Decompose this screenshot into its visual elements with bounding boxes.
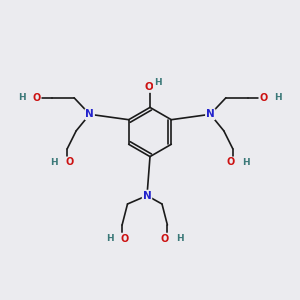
Text: O: O	[259, 93, 268, 103]
Text: N: N	[206, 109, 215, 119]
Text: H: H	[106, 234, 113, 243]
Text: O: O	[145, 82, 154, 92]
Text: O: O	[65, 157, 74, 167]
Text: O: O	[226, 157, 235, 167]
Text: H: H	[18, 93, 26, 102]
Text: H: H	[242, 158, 250, 167]
Text: H: H	[274, 93, 282, 102]
Text: O: O	[121, 233, 129, 244]
Text: O: O	[160, 233, 169, 244]
Text: N: N	[85, 109, 94, 119]
Text: H: H	[154, 78, 161, 87]
Text: H: H	[50, 158, 58, 167]
Text: H: H	[176, 234, 184, 243]
Text: O: O	[32, 93, 41, 103]
Text: N: N	[142, 190, 152, 201]
